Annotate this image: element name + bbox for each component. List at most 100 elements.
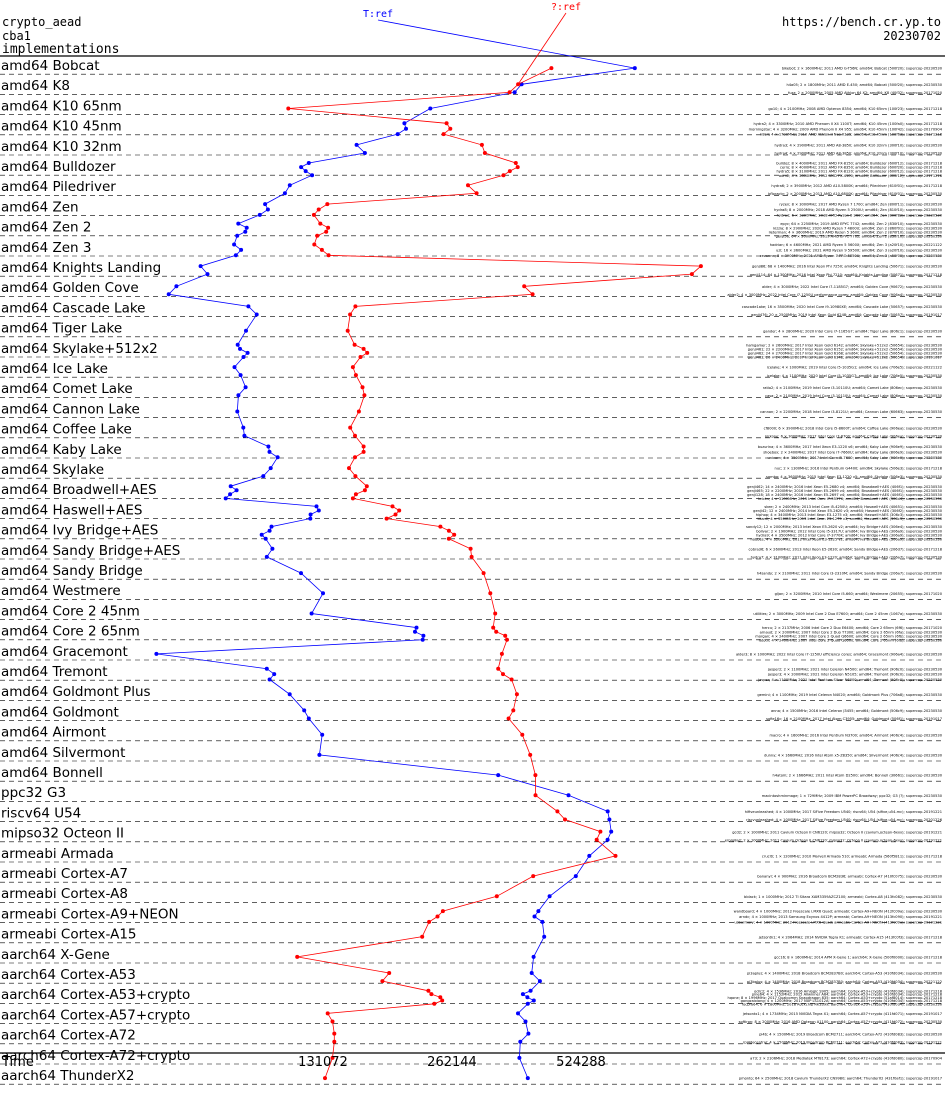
t-ref-point bbox=[536, 909, 541, 914]
t-ref-point bbox=[268, 466, 273, 471]
category-label: aarch64 Cortex-A53+crypto bbox=[1, 987, 190, 1003]
category-label: riscv64 U54 bbox=[1, 805, 81, 821]
q-ref-point bbox=[353, 433, 357, 438]
machine-label: genji462; 24 × 2700MHz; 2017 Intel Xeon … bbox=[748, 352, 943, 356]
t-ref-point bbox=[270, 546, 275, 551]
machine-label: jetsontk1; 4 × 2064MHz; 2014 NVIDIA Tegr… bbox=[758, 935, 943, 939]
q-ref-point bbox=[324, 229, 329, 234]
q-ref-point bbox=[468, 546, 473, 551]
q-ref-point bbox=[350, 496, 355, 501]
t-ref-point bbox=[263, 536, 268, 541]
machine-label: usbarmory; 4 × 1000MHz; 2012 Freescale i… bbox=[734, 921, 942, 925]
t-ref-point bbox=[232, 365, 237, 370]
category-label: amd64 Coffee Lake bbox=[1, 422, 132, 438]
section-heading: implementations bbox=[2, 42, 120, 57]
category-label: amd64 Skylake+512x2 bbox=[1, 341, 158, 357]
machine-label: skee; 2 × 2400MHz; 2013 Intel Core i5-42… bbox=[764, 505, 942, 509]
q-ref-point bbox=[361, 444, 366, 449]
t-ref-point bbox=[308, 516, 313, 521]
t-ref-point bbox=[316, 508, 321, 513]
machine-label: cerro; 8 × 4000MHz; 2012 AMD FX-8350; am… bbox=[780, 166, 943, 170]
category-label: amd64 Airmont bbox=[1, 725, 106, 741]
q-ref-point bbox=[319, 247, 324, 252]
category-label: amd64 Goldmont Plus bbox=[1, 684, 151, 700]
category-label: aarch64 Cortex-A57+crypto bbox=[1, 1007, 190, 1023]
t-ref-point bbox=[525, 1001, 530, 1006]
x-axis-label: Time bbox=[1, 1055, 34, 1070]
algorithm-name: cba1 bbox=[2, 29, 31, 43]
machine-label: hydra6; 2 × 3900MHz; 2012 AMD A10-5800K;… bbox=[771, 184, 942, 188]
t-ref-point bbox=[235, 233, 240, 238]
t-ref-point bbox=[532, 914, 537, 919]
category-label: aarch64 Cortex-A72+crypto bbox=[1, 1048, 190, 1064]
machine-label: lieterman; 4 × 3600MHz; 2019 AMD Ryzen 5… bbox=[769, 230, 943, 234]
q-ref-point bbox=[555, 809, 560, 814]
t-ref-point bbox=[241, 425, 246, 430]
t-ref-point bbox=[523, 1019, 528, 1024]
t-ref-point bbox=[309, 611, 314, 616]
q-ref-point bbox=[533, 793, 538, 798]
t-ref-point bbox=[609, 829, 614, 834]
category-label: amd64 Haswell+AES bbox=[1, 502, 142, 518]
t-ref-point bbox=[306, 161, 311, 165]
machine-label: pi3aplus; 4 × 1400MHz; 2018 Broadcom BCM… bbox=[747, 972, 943, 976]
q-ref-point bbox=[358, 355, 363, 359]
q-ref-point bbox=[361, 346, 366, 351]
q-ref-point bbox=[503, 633, 508, 638]
machine-label: riscvunleashed; 4 × 1000MHz; 2017 SiFive… bbox=[746, 818, 943, 822]
machine-label: gcd2; 2 × 1000MHz; 2011 Cavium Octeon II… bbox=[732, 830, 942, 834]
machine-label: kirkone; 6 × 3000MHz; 2017 Intel Core i7… bbox=[765, 434, 943, 438]
q-ref-point bbox=[446, 536, 451, 541]
q-ref-point bbox=[488, 591, 493, 596]
machine-label: arnaud; 2 × 2000MHz; 2007 Intel Core 2 D… bbox=[760, 630, 943, 634]
t-ref-point bbox=[413, 629, 417, 634]
machine-label: icelake; 4 × 1100MHz; 2020 Intel Core i5… bbox=[767, 374, 943, 378]
q-ref-point bbox=[432, 1001, 437, 1006]
machine-label: arndc; 4 × 1000MHz; 2013 Samsung Exynos … bbox=[739, 915, 942, 919]
category-label: aarch64 Cortex-A53 bbox=[1, 967, 136, 983]
t-ref-point bbox=[607, 817, 612, 822]
q-ref-point bbox=[330, 1055, 335, 1060]
machine-label: jasper; 4 × 1100MHz; 2021 Intel Pentium … bbox=[757, 678, 943, 682]
t-ref-point bbox=[531, 954, 536, 959]
q-ref-point bbox=[698, 264, 703, 269]
category-label: amd64 Comet Lake bbox=[1, 381, 133, 397]
machine-label: cascade1ake; 16 × 3500MHz; 2020 Intel Co… bbox=[742, 305, 943, 309]
machine-label: a73; 2 × 2106MHz; 2018 Mediatek MT8173; … bbox=[750, 1057, 943, 1061]
t-ref-point bbox=[244, 225, 249, 230]
machine-label: go10; 4 × 2100MHz; 2008 AMD Opteron 8354… bbox=[768, 107, 942, 111]
machine-label: sofie16c; 16 × 2100MHz; 2017 Intel Atom … bbox=[766, 717, 942, 721]
machine-label: cruciti; 1 × 1200MHz; 2010 Marvell Armad… bbox=[762, 855, 943, 859]
t-ref-point bbox=[605, 809, 610, 814]
machine-label: jasper2; 2 × 1100MHz; 2021 Intel Celeron… bbox=[767, 667, 943, 671]
machine-label: latour; 4 × 2400MHz; 2007 Intel Core 2 Q… bbox=[759, 638, 943, 642]
machine-label: gongzaixiong; 4 × 1200MHz; 2017 NXP LS10… bbox=[741, 999, 943, 1003]
category-label: amd64 K8 bbox=[1, 78, 70, 94]
category-label: amd64 Goldmont bbox=[1, 704, 119, 720]
category-label: amd64 Cannon Lake bbox=[1, 401, 140, 417]
t-ref-point bbox=[308, 512, 313, 517]
series-leader-t-ref bbox=[377, 19, 635, 69]
t-ref-point bbox=[236, 221, 241, 226]
machine-label: buzurina; 4 × 3600MHz; 2017 Intel Xeon E… bbox=[758, 445, 943, 449]
machine-label: hobbes; 4 × 3200MHz; 2012 Intel Xeon E3-… bbox=[750, 537, 942, 541]
q-ref-point bbox=[332, 1031, 337, 1036]
machine-label: genji114; 64 × 1300MHz; 2016 Intel Xeon … bbox=[750, 273, 943, 277]
category-label: amd64 Core 2 65nm bbox=[1, 624, 140, 640]
category-label: amd64 Ivy Bridge+AES bbox=[1, 523, 158, 539]
machine-label: h4a05; 2 × 1800MHz; 2011 AMD E-450; amd6… bbox=[786, 83, 942, 87]
t-ref-point bbox=[573, 874, 578, 879]
machine-label: alder3; 8 × 1000MHz; 2022 Intel Core i7-… bbox=[736, 653, 943, 657]
q-ref-point bbox=[549, 66, 554, 71]
t-ref-point bbox=[529, 971, 534, 975]
t-ref-point bbox=[263, 202, 268, 207]
q-ref-point bbox=[318, 221, 323, 226]
machine-label: genji476; 20 × 2500MHz; 2019 Intel Xeon … bbox=[751, 313, 942, 317]
q-ref-point bbox=[444, 121, 449, 126]
t-ref-point bbox=[228, 492, 233, 497]
t-ref-point bbox=[267, 449, 272, 454]
q-ref-point bbox=[326, 253, 331, 258]
t-ref-point bbox=[395, 132, 400, 137]
t-ref-point bbox=[243, 229, 248, 234]
